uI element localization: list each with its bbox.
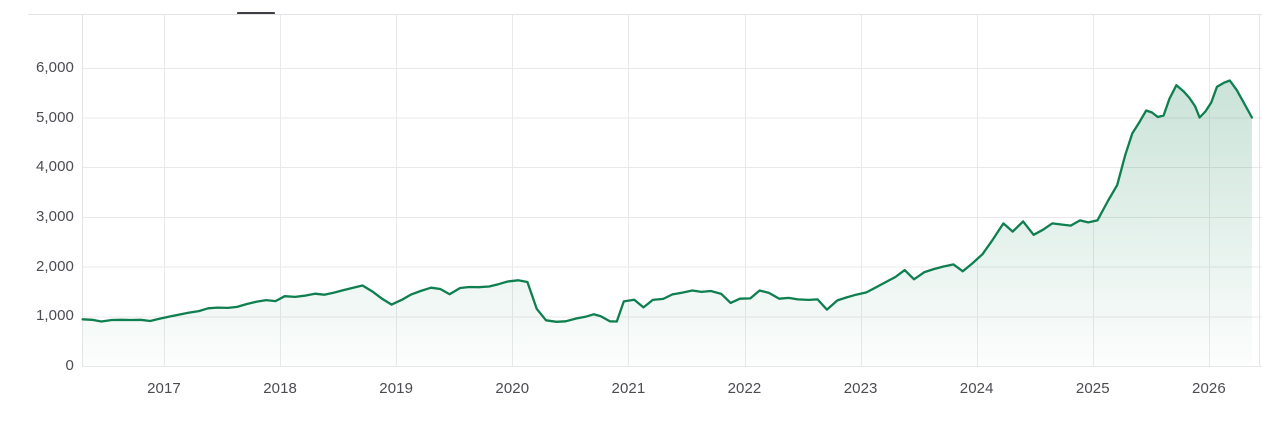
y-tick-label: 6,000 — [35, 58, 74, 76]
x-tick-label: 2019 — [379, 380, 414, 397]
y-tick-label: 1,000 — [35, 307, 74, 325]
x-tick-label: 2022 — [727, 380, 762, 397]
y-tick-label: 5,000 — [35, 108, 74, 126]
y-tick-label: 4,000 — [35, 158, 74, 176]
x-tick-label: 2025 — [1075, 380, 1110, 397]
series-line[interactable] — [81, 79, 1254, 323]
x-tick-label: 2017 — [147, 380, 181, 397]
x-tick-label: 2020 — [495, 380, 530, 397]
y-tick-label: 2,000 — [35, 257, 74, 275]
x-tick-label: 2023 — [843, 380, 878, 397]
x-tick-label: 2021 — [611, 380, 646, 397]
x-tick-label: 2024 — [959, 380, 994, 397]
y-tick-label: 0 — [65, 357, 74, 374]
y-tick-label: 3,000 — [35, 207, 74, 225]
active-tab-indicator — [237, 12, 275, 15]
x-tick-label: 2018 — [263, 380, 297, 397]
x-tick-label: 2026 — [1192, 380, 1226, 397]
